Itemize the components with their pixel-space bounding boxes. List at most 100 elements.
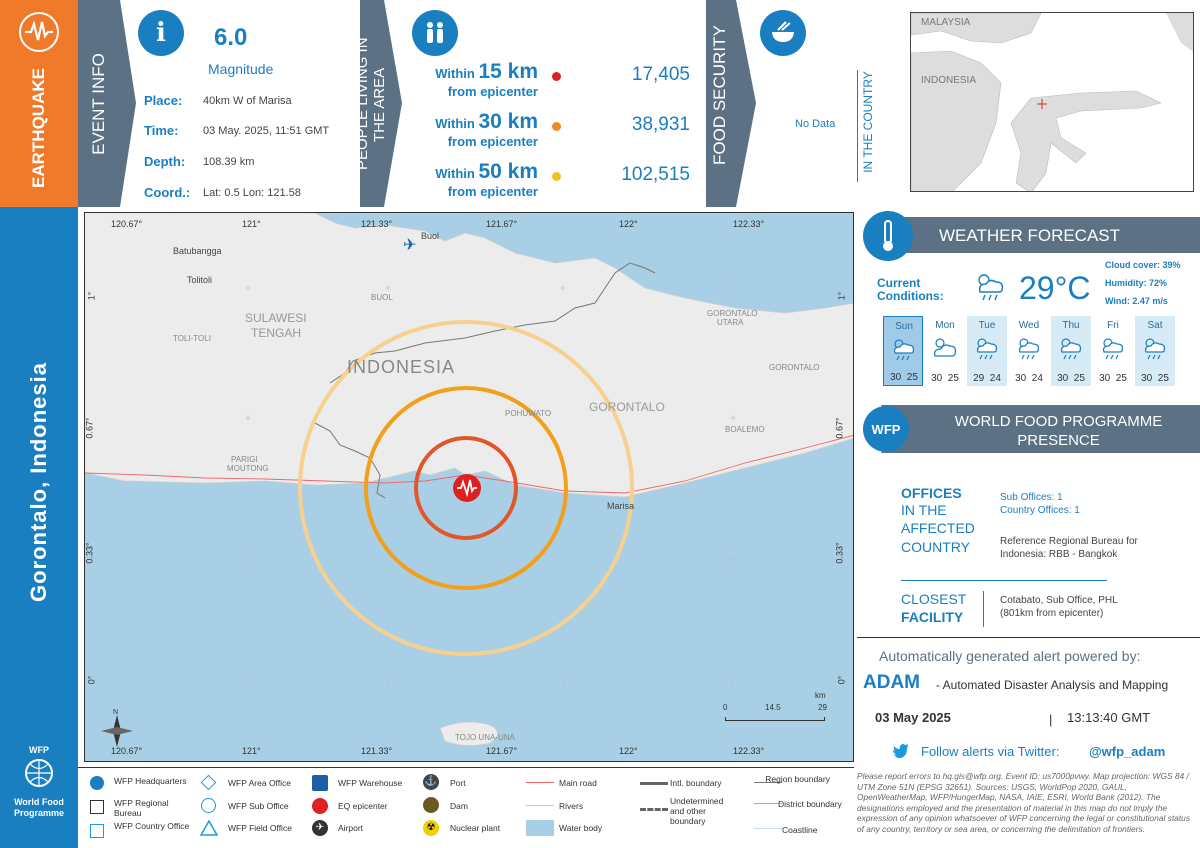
wfp-emblem-icon [25,759,53,787]
epicenter-icon[interactable] [453,474,481,502]
label-batubangga: Batubangga [173,246,222,256]
wfp-name-1: World Food [14,797,64,807]
regional-bureau: Indonesia: RBB - Bangkok [1000,549,1118,560]
main-map[interactable]: ✈ 120.67° 121° 121.33° 121.67° 122° 122.… [84,212,854,762]
tick-left: 1° [86,291,97,301]
inset-label-malaysia: MALAYSIA [921,17,971,28]
family-icon [412,10,458,56]
adam-powered: Automatically generated alert powered by… [879,648,1141,664]
warehouse-icon [312,775,328,791]
day-name: Thu [1062,320,1080,331]
legend-airport: Airport [338,823,364,833]
legend-region: Region boundary [765,774,830,784]
legend-hq: WFP Headquarters [114,776,187,786]
regional-icon [90,800,104,814]
day-name: Sun [895,321,913,332]
cloud-sun-icon [931,334,959,365]
scale-1: 14.5 [765,703,781,712]
label-tolitoli: Tolitoli [187,275,213,285]
rain-icon [974,270,1008,304]
label-buol: Buol [421,231,440,241]
tick-top: 122° [619,219,638,229]
tick-top: 121.67° [486,219,518,229]
presence-title-1: WORLD FOOD PROGRAMME [954,413,1163,430]
day-temps: 30 25 [931,373,959,384]
airport-legend-icon: ✈ [312,820,328,836]
scale-0: 0 [723,703,728,712]
twitter-text: Follow alerts via Twitter: [921,744,1060,759]
forecast-day: Sun 30 25 [883,316,923,386]
closest-value: Cotabato, Sub Office, PHL [1000,595,1118,606]
tick-bottom: 121° [242,746,261,756]
inset-label-indonesia: INDONESIA [921,75,977,86]
label-pohuwato: POHUWATO [505,409,552,418]
weather-panel: WEATHER FORECAST Current Conditions: 29°… [857,210,1200,402]
people-row-label: Within 30 km from epicenter [435,110,538,149]
in-country-label: IN THE COUNTRY [861,71,875,173]
twitter-icon[interactable] [893,744,909,761]
tick-bottom: 121.33° [361,746,393,756]
tick-right: 0.33° [834,542,845,564]
adam-desc: - Automated Disaster Analysis and Mappin… [936,678,1169,692]
forecast-day: Mon 30 25 [925,316,965,386]
label-marisa: Marisa [607,501,635,511]
forecast-day: Fri 30 25 [1093,316,1133,386]
undetermined-icon [640,808,668,811]
airport-icon[interactable]: ✈ [403,237,417,254]
legend-mainroad: Main road [559,778,597,788]
coastline-icon [754,828,782,829]
legend-district: District boundary [778,799,842,809]
wfp-presence-panel: WORLD FOOD PROGRAMME PRESENCE WFP OFFICE… [857,405,1200,637]
presence-title-2: PRESENCE [1017,432,1100,449]
rain-icon [1015,334,1043,365]
forecast-day: Sat 30 25 [1135,316,1175,386]
presence-title-bar: WORLD FOOD PROGRAMME PRESENCE [887,405,1200,453]
people-count: 38,931 [631,114,690,135]
depth-value: 108.39 km [203,156,255,168]
scale-2: 29 [818,703,827,712]
coord-label: Coord.: [144,185,191,200]
country-office-icon [90,824,104,838]
rivers-icon [526,805,554,806]
current-label: Conditions: [877,289,944,303]
label-gorontalo-utara: GORONTALO [707,309,758,318]
info-icon: i [138,10,184,56]
people-title: PEOPLE LIVING IN THE AREA [354,37,388,170]
anchor-icon: ⚓ [423,774,439,790]
alert-time: 13:13:40 GMT [1067,710,1151,725]
day-temps: 30 25 [890,372,918,383]
event-info-title: EVENT INFO [89,53,108,155]
label-gorontalo-small: GORONTALO [769,363,820,372]
legend: WFP Headquarters WFP Regional Bureau WFP… [78,767,854,848]
area-office-icon [200,774,217,791]
tick-bottom: 122.33° [733,746,765,756]
closest-label: CLOSEST [901,591,967,607]
depth-label: Depth: [144,154,186,169]
legend-field: WFP Field Office [228,823,292,833]
weather-title: WEATHER FORECAST [939,226,1121,245]
nuclear-icon: ☢ [423,820,439,836]
label-buol-region: BUOL [371,293,393,302]
legend-water: Water body [559,823,603,833]
tick-right: 0° [836,675,847,685]
north-label: N [113,709,119,716]
region-boundary-icon [754,782,782,783]
epicenter-legend-icon [312,798,328,814]
weather-title-bar: WEATHER FORECAST [903,217,1200,253]
day-temps: 29 24 [973,373,1001,384]
day-temps: 30 25 [1141,373,1169,384]
label-sulawesi: SULAWESI [245,311,307,325]
humidity: Humidity: 72% [1105,278,1168,288]
sub-offices: Sub Offices: 1 [1000,492,1063,503]
tick-right: 1° [836,291,847,301]
tick-left: 0° [86,675,97,685]
district-boundary-icon [754,803,782,804]
day-temps: 30 25 [1057,373,1085,384]
tick-top: 122.33° [733,219,765,229]
current-temp: 29°C [1019,270,1091,306]
label-gorontalo-utara: UTARA [717,318,744,327]
food-value: No Data [795,118,836,130]
rain-icon [890,335,918,366]
inset-map: MALAYSIA INDONESIA [910,12,1194,192]
twitter-handle[interactable]: @wfp_adam [1089,744,1166,759]
